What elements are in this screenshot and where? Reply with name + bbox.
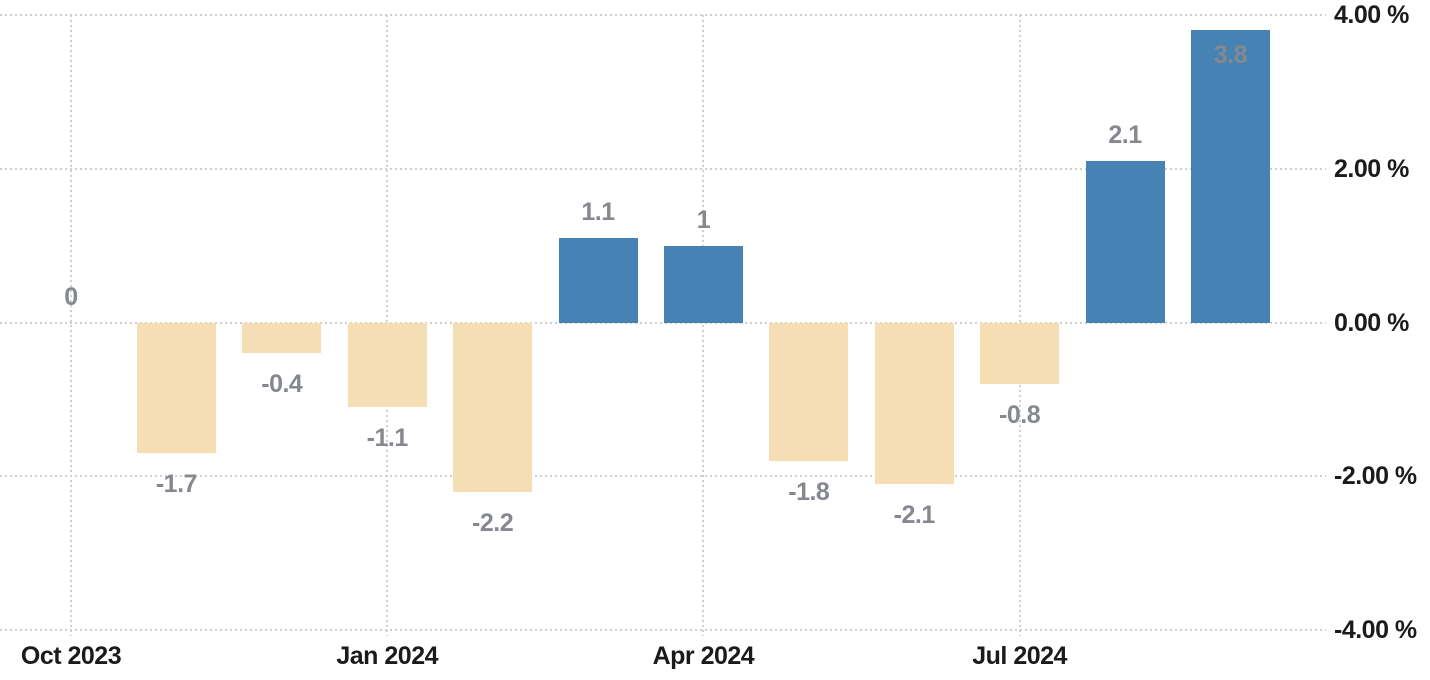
bar-value-label: 0 xyxy=(64,282,78,311)
horizontal-gridline xyxy=(0,629,1326,631)
bar[interactable] xyxy=(1085,161,1165,323)
bar-value-label: -1.1 xyxy=(366,424,409,453)
vertical-gridline xyxy=(702,15,705,636)
x-axis-tick-label: Jan 2024 xyxy=(336,642,438,670)
y-axis-tick-label: 2.00 % xyxy=(1334,154,1409,183)
bar-value-label: -2.2 xyxy=(472,508,514,537)
bar-value-label: 1.1 xyxy=(581,197,615,226)
horizontal-gridline xyxy=(0,14,1326,16)
x-axis-tick-label: Oct 2023 xyxy=(20,642,122,670)
vertical-gridline xyxy=(70,15,72,636)
horizontal-gridline xyxy=(0,321,1326,324)
bar[interactable] xyxy=(453,322,533,492)
bar[interactable] xyxy=(663,245,743,323)
bar[interactable] xyxy=(558,237,638,323)
bar-value-label: -1.7 xyxy=(155,470,198,499)
x-axis-tick-label: Jul 2024 xyxy=(972,642,1067,670)
bar[interactable] xyxy=(136,322,216,454)
horizontal-gridline xyxy=(0,167,1326,170)
bar-value-label: -0.8 xyxy=(999,401,1041,429)
y-axis-tick-label: 0.00 % xyxy=(1334,308,1409,337)
bar-value-label: -1.8 xyxy=(788,477,830,506)
bar[interactable] xyxy=(347,322,427,408)
y-axis-tick-label: -4.00 % xyxy=(1334,616,1417,644)
bar[interactable] xyxy=(980,322,1060,384)
y-axis-tick-label: 4.00 % xyxy=(1334,1,1409,29)
y-axis-tick-label: -2.00 % xyxy=(1334,462,1417,491)
bar-value-label: -0.4 xyxy=(261,370,303,399)
bar[interactable] xyxy=(1190,30,1270,323)
bar-value-label: 3.8 xyxy=(1213,41,1248,70)
horizontal-gridline xyxy=(0,475,1326,478)
x-axis-tick-label: Apr 2024 xyxy=(652,642,755,670)
bar[interactable] xyxy=(769,322,849,461)
bar[interactable] xyxy=(874,322,954,484)
bar-value-label: 1 xyxy=(696,205,711,234)
bar-value-label: -2.1 xyxy=(893,500,936,529)
bar-value-label: 2.1 xyxy=(1108,121,1142,150)
bar[interactable] xyxy=(242,322,322,354)
